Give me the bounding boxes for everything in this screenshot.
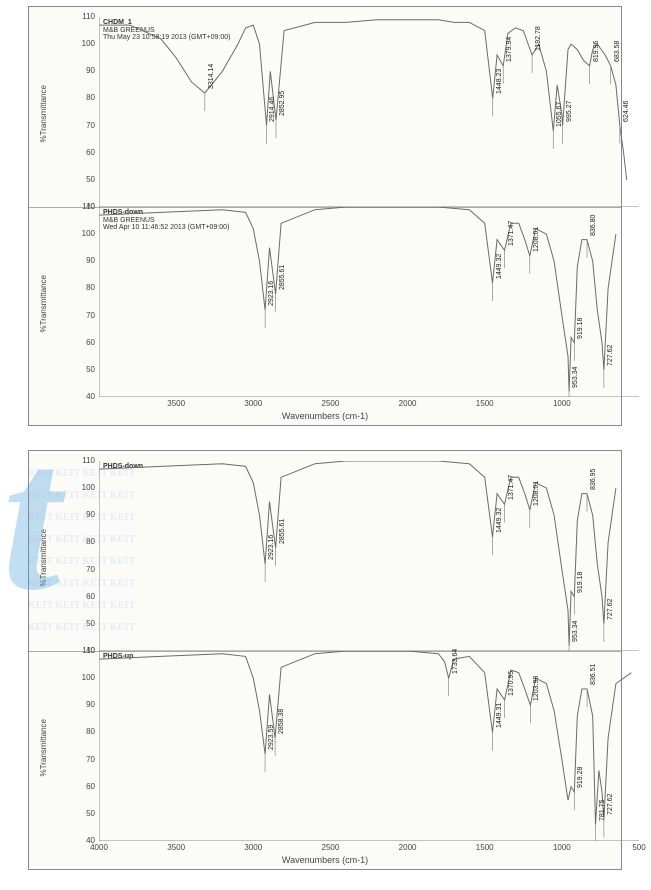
y-tick-label: 70 [71, 311, 95, 320]
x-tick-label: 2500 [322, 399, 340, 408]
peak-label: 836.80 [590, 214, 597, 235]
peak-label: 3314.14 [208, 64, 215, 89]
spectrum-plot [99, 651, 639, 841]
y-tick-label: 50 [71, 619, 95, 628]
y-tick-label: 60 [71, 782, 95, 791]
y-axis-label: %Transmittance [39, 529, 48, 587]
peak-label: 836.95 [590, 468, 597, 489]
x-tick-label: 1500 [476, 399, 494, 408]
peak-label: 1449.31 [496, 703, 503, 728]
x-tick-label: 500 [632, 843, 645, 852]
x-tick-label: 3500 [167, 843, 185, 852]
y-tick-label: 60 [71, 148, 95, 157]
y-tick-label: 80 [71, 93, 95, 102]
x-tick-label: 2000 [399, 399, 417, 408]
x-tick-label: 2000 [399, 843, 417, 852]
peak-label: 1192.78 [535, 26, 542, 51]
y-axis-label: %Transmittance [39, 85, 48, 143]
x-axis-label: Wavenumbers (cm-1) [282, 855, 368, 865]
x-tick-label: 3000 [244, 399, 262, 408]
y-tick-label: 80 [71, 537, 95, 546]
figure-panel: 405060708090100110%TransmittanceCHDM_1M&… [28, 6, 622, 426]
peak-label: 953.34 [572, 366, 579, 387]
peak-label: 1449.32 [496, 254, 503, 279]
y-tick-label: 90 [71, 510, 95, 519]
y-tick-label: 70 [71, 565, 95, 574]
peak-label: 836.51 [590, 664, 597, 685]
y-tick-label: 50 [71, 175, 95, 184]
peak-label: 1449.32 [496, 508, 503, 533]
y-tick-label: 100 [71, 673, 95, 682]
y-tick-label: 90 [71, 256, 95, 265]
peak-label: 953.34 [572, 620, 579, 641]
peak-label: 2923.59 [268, 725, 275, 750]
y-tick-label: 60 [71, 592, 95, 601]
y-tick-label: 100 [71, 229, 95, 238]
peak-label: 683.58 [614, 40, 621, 61]
peak-label: 2858.38 [278, 709, 285, 734]
peak-label: 727.62 [607, 344, 614, 365]
peak-label: 995.27 [566, 100, 573, 121]
peak-label: 2914.46 [269, 96, 276, 121]
peak-label: 2855.61 [279, 519, 286, 544]
peak-label: 1448.23 [496, 69, 503, 94]
y-tick-label: 40 [71, 392, 95, 401]
x-tick-label: 1000 [553, 843, 571, 852]
peak-label: 2852.95 [279, 91, 286, 116]
y-tick-label: 100 [71, 483, 95, 492]
y-tick-label: 110 [71, 456, 95, 465]
peak-label: 1203.98 [533, 676, 540, 701]
y-tick-label: 100 [71, 39, 95, 48]
peak-label: 727.62 [607, 794, 614, 815]
y-tick-label: 110 [71, 202, 95, 211]
y-tick-label: 90 [71, 66, 95, 75]
figure-panel: 405060708090100110%TransmittancePHDS-dow… [28, 450, 622, 870]
y-tick-label: 90 [71, 700, 95, 709]
x-tick-label: 1500 [476, 843, 494, 852]
y-tick-label: 70 [71, 755, 95, 764]
peak-label: 624.46 [623, 100, 630, 121]
peak-label: 1379.94 [506, 37, 513, 62]
y-tick-label: 110 [71, 12, 95, 21]
peak-label: 919.18 [577, 317, 584, 338]
y-axis-label: %Transmittance [39, 719, 48, 777]
y-tick-label: 80 [71, 283, 95, 292]
x-tick-label: 2500 [322, 843, 340, 852]
y-tick-label: 70 [71, 121, 95, 130]
x-tick-label: 1000 [553, 399, 571, 408]
peak-label: 1208.01 [533, 481, 540, 506]
peak-label: 819.96 [593, 40, 600, 61]
y-tick-label: 60 [71, 338, 95, 347]
spectrum-plot [99, 207, 639, 397]
x-tick-label: 3000 [244, 843, 262, 852]
peak-label: 919.28 [577, 767, 584, 788]
x-tick-label: 4000 [90, 843, 108, 852]
peak-label: 1371.47 [508, 221, 515, 246]
peak-label: 2923.16 [268, 535, 275, 560]
peak-label: 1733.64 [452, 649, 459, 674]
peak-label: 2923.16 [268, 281, 275, 306]
x-tick-label: 3500 [167, 399, 185, 408]
y-tick-label: 50 [71, 365, 95, 374]
y-tick-label: 50 [71, 809, 95, 818]
spectrum-plot [99, 461, 639, 651]
peak-label: 781.75 [599, 799, 606, 820]
peak-label: 2855.61 [279, 265, 286, 290]
y-axis-label: %Transmittance [39, 275, 48, 333]
peak-label: 1208.01 [533, 227, 540, 252]
peak-label: 1055.67 [556, 102, 563, 127]
peak-label: 1371.47 [508, 475, 515, 500]
page-root: 405060708090100110%TransmittanceCHDM_1M&… [0, 0, 651, 890]
y-tick-label: 110 [71, 646, 95, 655]
y-tick-label: 80 [71, 727, 95, 736]
peak-label: 727.62 [607, 598, 614, 619]
peak-label: 1370.95 [508, 671, 515, 696]
x-axis-label: Wavenumbers (cm-1) [282, 411, 368, 421]
peak-label: 919.18 [577, 571, 584, 592]
